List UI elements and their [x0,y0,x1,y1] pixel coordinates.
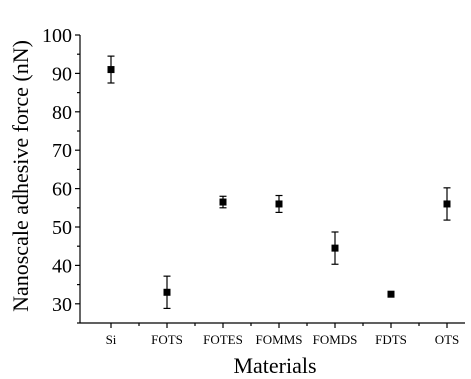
data-point [219,198,227,206]
x-tick-label: FDTS [375,332,407,347]
data-point [387,290,395,298]
x-tick-label: FOMDS [313,332,358,347]
y-tick-label: 30 [52,294,72,316]
y-tick-label: 100 [42,25,72,47]
data-point [163,288,171,296]
x-tick-label: FOMMS [256,332,303,347]
x-tick-label: FOTS [151,332,183,347]
y-tick-label: 50 [52,217,72,239]
data-point [443,200,451,208]
data-point [275,200,283,208]
y-tick-label: 70 [52,140,72,162]
data-marks [107,55,451,310]
data-point [331,244,339,252]
y-tick-label: 40 [52,255,72,277]
y-tick-label: 60 [52,179,72,201]
data-point [107,66,115,74]
y-axis-title: Nanoscale adhesive force (nN) [8,40,33,312]
y-tick-label: 80 [52,102,72,124]
x-tick-label: FOTES [203,332,243,347]
x-tick-label: Si [106,332,117,347]
x-tick-label: OTS [435,332,460,347]
axes [79,35,465,324]
ticks: 30 40 50 60 70 80 90 100 Si FOTS FOTES FOMMS FOMDS FD… [42,25,459,347]
y-tick-label: 90 [52,63,72,85]
x-axis-title: Materials [233,353,316,378]
